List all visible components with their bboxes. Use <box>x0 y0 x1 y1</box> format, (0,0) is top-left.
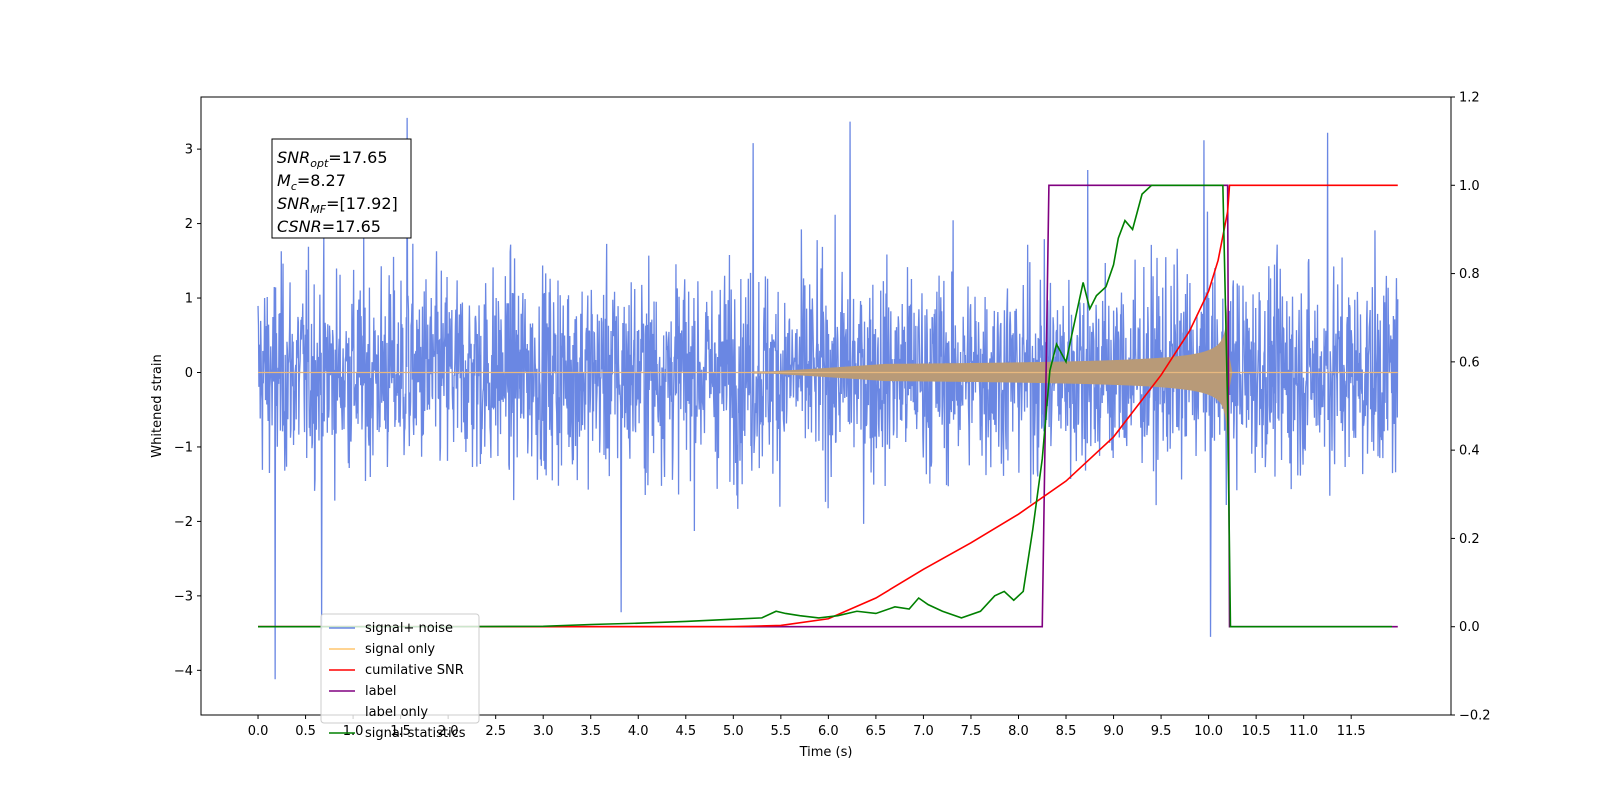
y-axis-right: 1.2 1.0 0.8 0.6 0.4 0.2 0.0 −0.2 <box>1451 91 1491 724</box>
info-csnr: CSNR=17.65 <box>277 217 381 236</box>
info-box: SNRopt=17.65 Mc=8.27 SNRMF=[17.92] CSNR=… <box>271 138 412 239</box>
y2-tick-label: −0.2 <box>1459 709 1491 724</box>
y-tick-label: 0 <box>185 366 193 381</box>
y2-tick-label: 0.0 <box>1459 620 1480 635</box>
signal-only-series <box>258 304 1398 441</box>
y-axis-left: 3 2 1 0 −1 −2 −3 −4 <box>174 143 201 679</box>
x-tick-label: 0.5 <box>295 724 316 739</box>
label-line <box>258 184 1398 628</box>
x-tick-label: 9.0 <box>1103 724 1124 739</box>
legend-label: label only <box>365 705 428 720</box>
x-tick-label: 0.0 <box>248 724 269 739</box>
x-tick-label: 3.5 <box>580 724 601 739</box>
legend-label: cumilative SNR <box>365 663 464 678</box>
x-tick-label: 6.0 <box>818 724 839 739</box>
x-tick-label: 1.5 <box>390 724 411 739</box>
x-tick-label: 4.5 <box>675 724 696 739</box>
x-axis: 0.0 0.5 1.0 1.5 2.0 2.5 3.0 3.5 4.0 4.5 5.0 5.5 6.0 6… <box>248 715 1366 739</box>
plot-area <box>257 117 1399 680</box>
y-axis-label: Whitened strain <box>150 354 165 457</box>
x-tick-label: 7.5 <box>961 724 982 739</box>
axes-frame <box>200 96 1452 716</box>
right-axis-series <box>258 184 1398 628</box>
x-tick-label: 1.0 <box>343 724 364 739</box>
x-tick-label: 5.5 <box>771 724 792 739</box>
y2-tick-label: 1.0 <box>1459 179 1480 194</box>
x-tick-label: 10.5 <box>1242 724 1271 739</box>
info-snr-opt: SNRopt=17.65 <box>277 148 388 170</box>
x-tick-label: 11.0 <box>1289 724 1318 739</box>
y2-tick-label: 0.2 <box>1459 532 1480 547</box>
cumilative-snr-line <box>258 184 1398 628</box>
x-tick-label: 10.0 <box>1194 724 1223 739</box>
legend-label: signal only <box>365 642 435 657</box>
y2-tick-label: 1.2 <box>1459 91 1480 106</box>
signal-statistics-line <box>258 184 1393 628</box>
y-tick-label: −3 <box>174 589 193 604</box>
legend: signal+ noise signal only cumilative SNR la… <box>320 613 480 741</box>
y2-tick-label: 0.8 <box>1459 267 1480 282</box>
y-tick-label: 3 <box>185 143 193 158</box>
legend-label: signal+ noise <box>365 621 453 636</box>
y-tick-label: 2 <box>185 217 193 232</box>
y2-tick-label: 0.4 <box>1459 444 1480 459</box>
y-tick-label: −1 <box>174 440 193 455</box>
x-tick-label: 5.0 <box>723 724 744 739</box>
y-tick-label: −4 <box>174 664 193 679</box>
info-mc: Mc=8.27 <box>277 171 346 193</box>
y-tick-label: 1 <box>185 292 193 307</box>
legend-frame <box>320 613 480 724</box>
info-snr-mf: SNRMF=[17.92] <box>277 194 398 216</box>
x-axis-label: Time (s) <box>799 745 853 760</box>
x-tick-label: 7.0 <box>913 724 934 739</box>
legend-label: signal statistics <box>365 726 466 741</box>
signal-noise-series <box>257 117 1399 680</box>
x-tick-label: 2.0 <box>438 724 459 739</box>
x-tick-label: 8.5 <box>1056 724 1077 739</box>
y-tick-label: −2 <box>174 515 193 530</box>
x-tick-label: 2.5 <box>485 724 506 739</box>
x-tick-label: 3.0 <box>533 724 554 739</box>
info-box-frame <box>271 138 412 239</box>
y2-tick-label: 0.6 <box>1459 355 1480 370</box>
x-tick-label: 9.5 <box>1151 724 1172 739</box>
x-tick-label: 11.5 <box>1337 724 1366 739</box>
signal-noise-line <box>257 117 1399 680</box>
x-tick-label: 6.5 <box>866 724 887 739</box>
x-tick-label: 4.0 <box>628 724 649 739</box>
x-tick-label: 8.0 <box>1008 724 1029 739</box>
legend-label: label <box>365 684 396 699</box>
